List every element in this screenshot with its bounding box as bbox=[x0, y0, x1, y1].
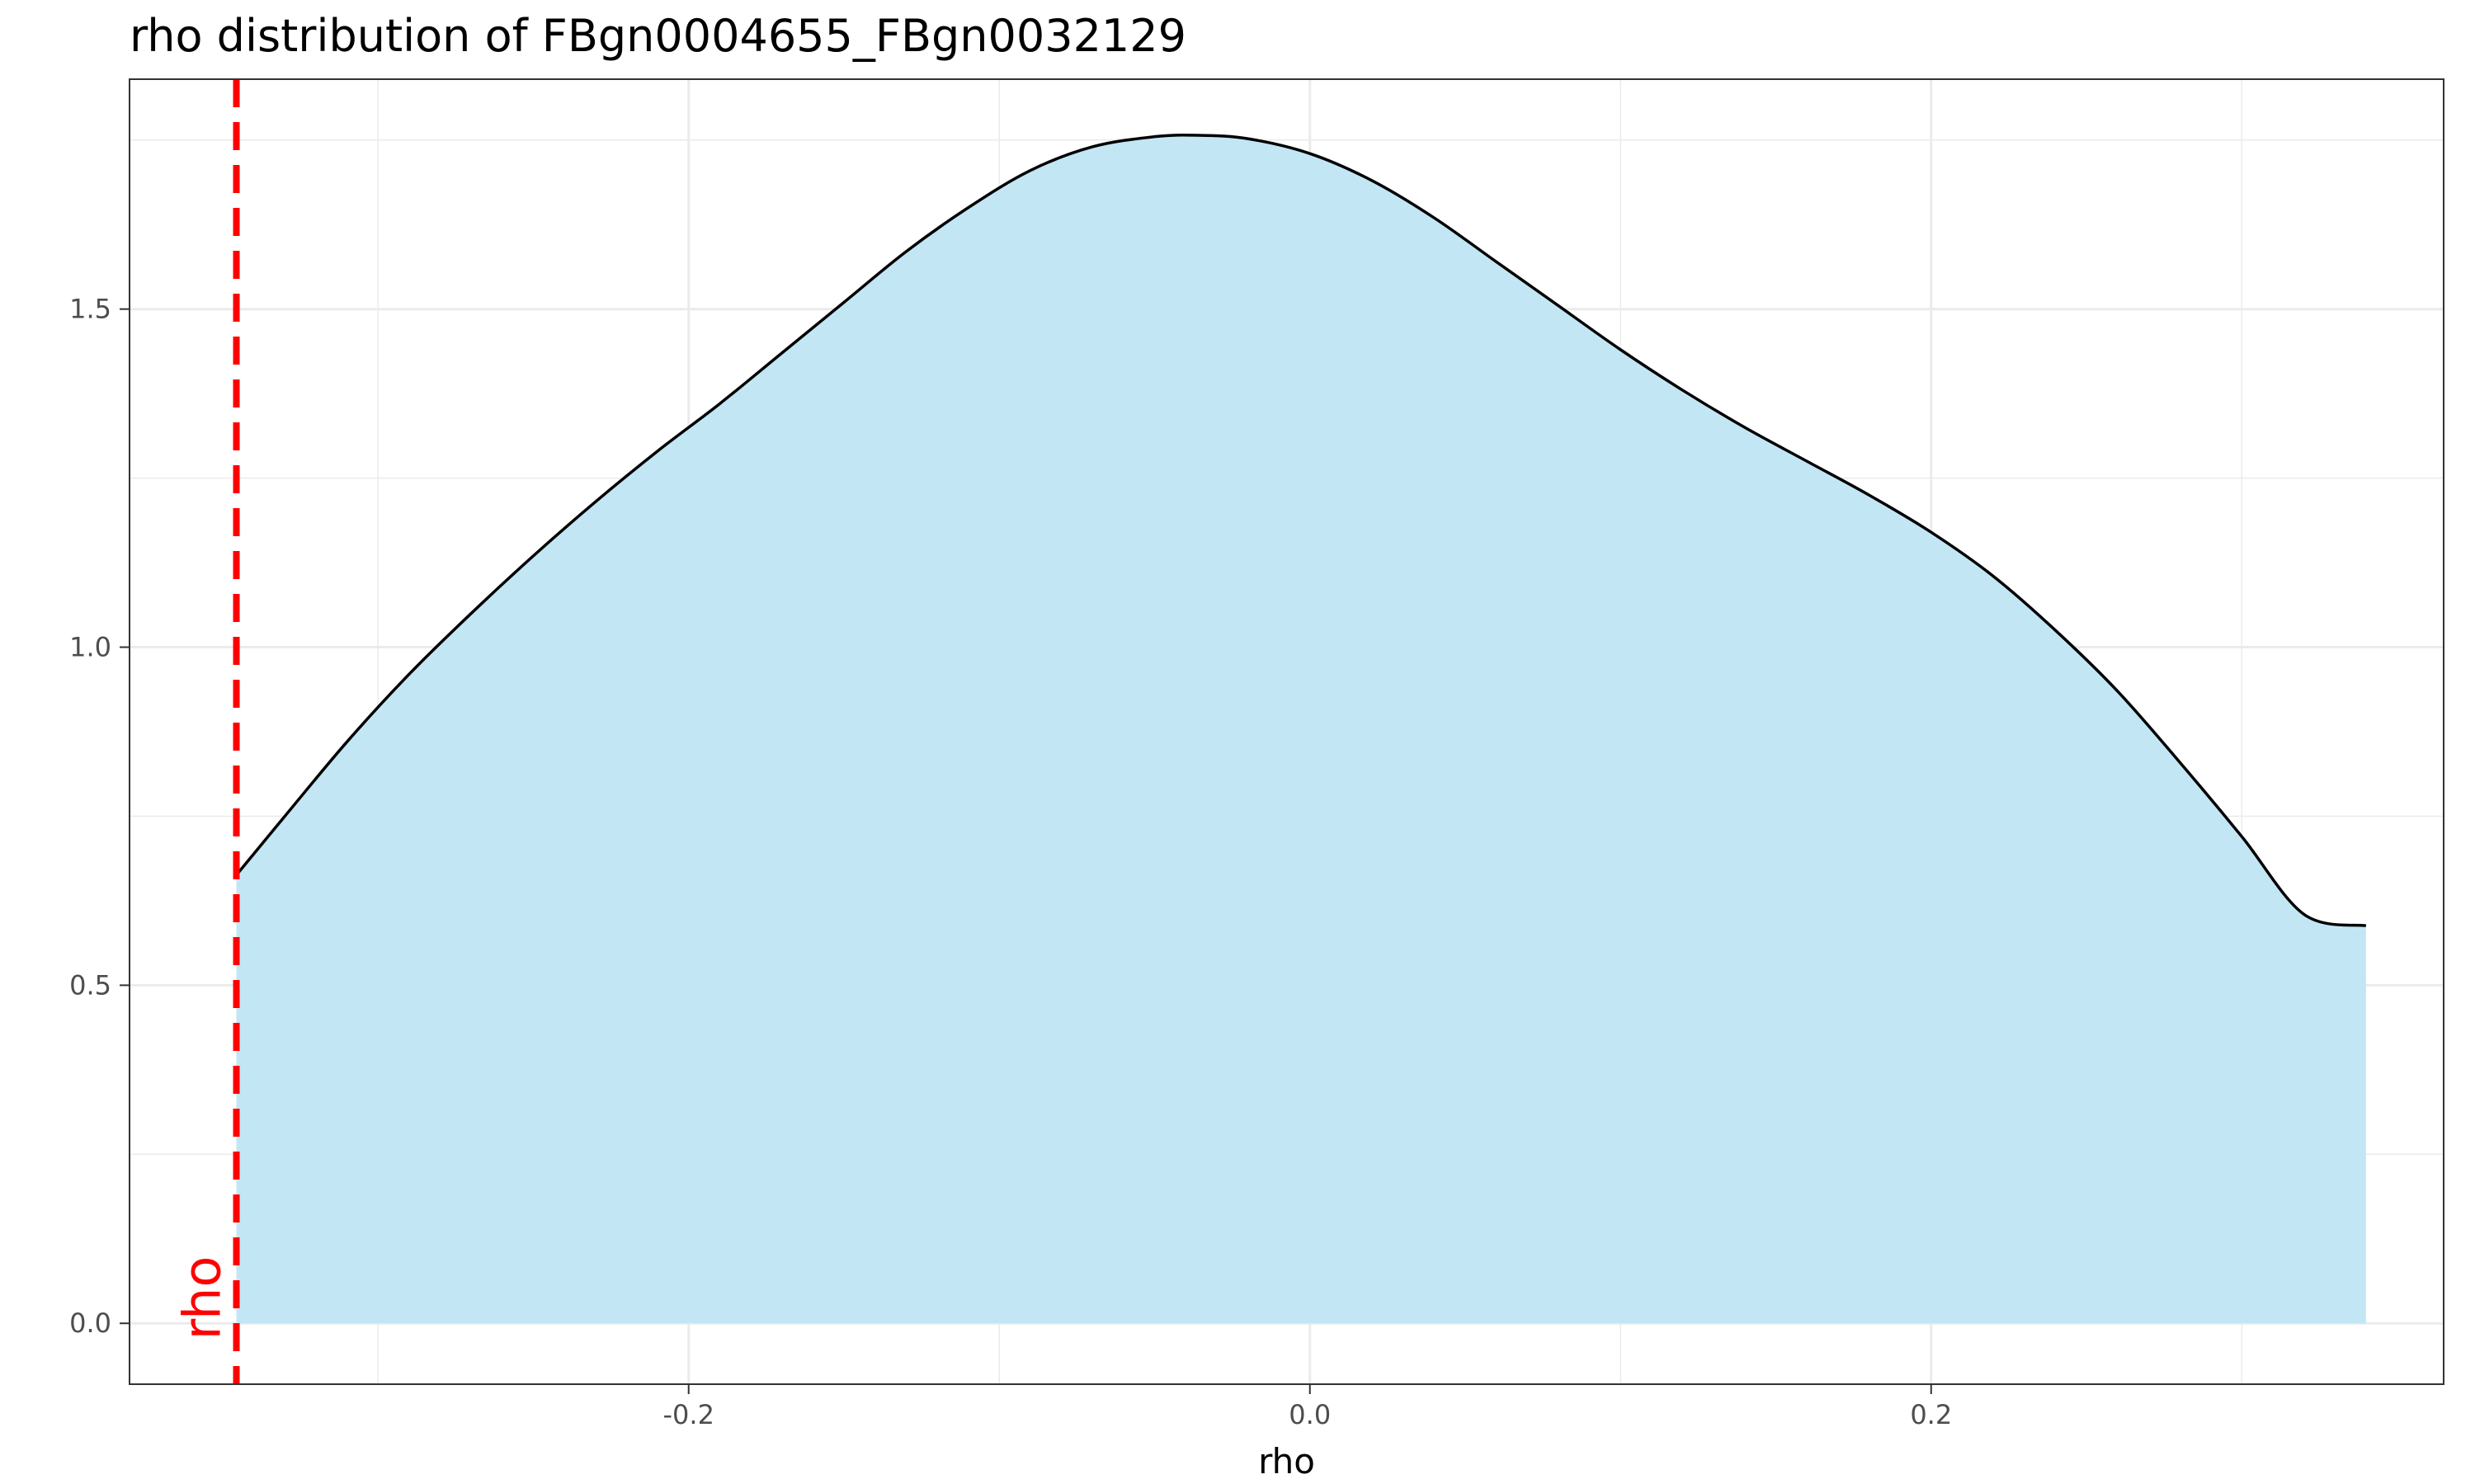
panel-border bbox=[129, 78, 2444, 1385]
y-tick-label: 0.5 bbox=[69, 969, 111, 1001]
chart-title: rho distribution of FBgn0004655_FBgn0032… bbox=[130, 10, 1186, 62]
y-tick-label: 1.5 bbox=[69, 294, 111, 325]
y-tick-label: 0.0 bbox=[69, 1307, 111, 1339]
x-tick-label: -0.2 bbox=[662, 1399, 714, 1430]
x-axis-title: rho bbox=[1258, 1441, 1315, 1482]
rho-reference-label: rho bbox=[172, 1256, 233, 1340]
x-tick-label: 0.2 bbox=[1910, 1399, 1952, 1430]
density-area bbox=[236, 134, 2366, 1324]
y-tick-label: 1.0 bbox=[69, 632, 111, 663]
axis-layer: -0.2 0.0 0.2 0.0 0.5 1.0 1.5 bbox=[69, 294, 1952, 1430]
x-tick-label: 0.0 bbox=[1289, 1399, 1331, 1430]
density-line bbox=[235, 134, 2367, 927]
